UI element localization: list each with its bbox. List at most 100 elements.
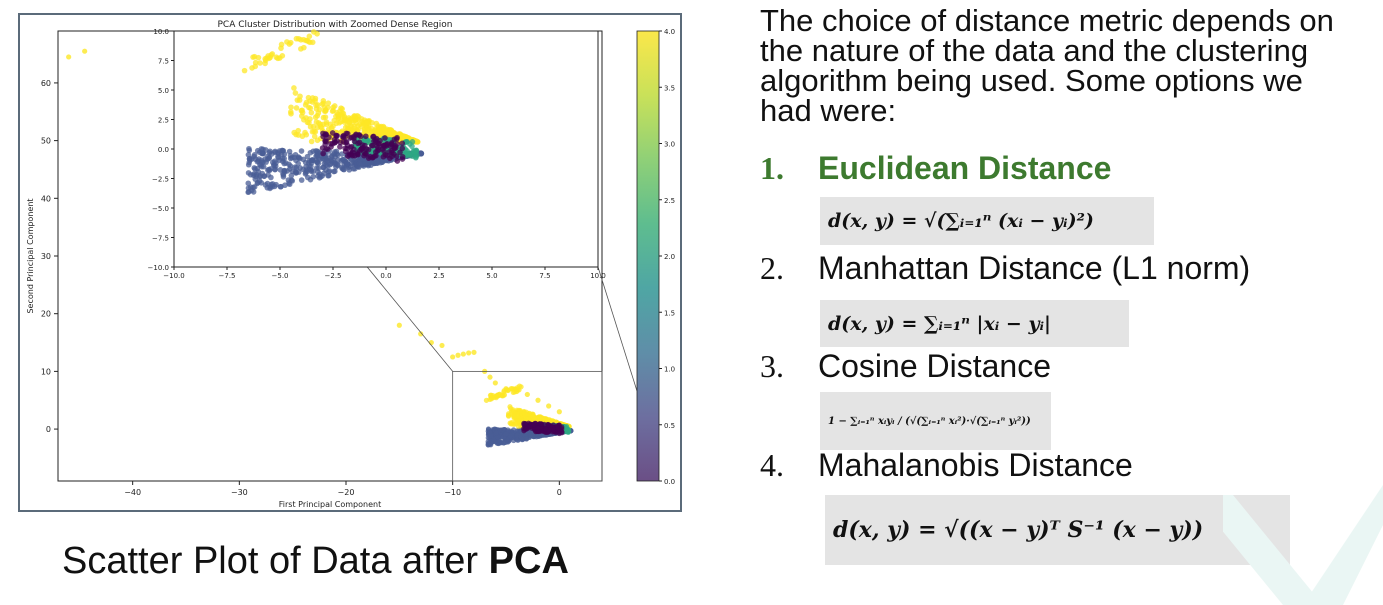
- colorbar-tick-label: 3.0: [664, 141, 675, 149]
- data-point: [503, 386, 509, 392]
- data-point: [550, 427, 556, 433]
- inset-x-tick-label: −2.5: [325, 272, 342, 280]
- inset-data-point: [375, 127, 382, 134]
- figure-caption: Scatter Plot of Data after PCA: [62, 540, 569, 583]
- inset-data-point: [262, 56, 268, 62]
- inset-data-point: [323, 107, 329, 114]
- inset-data-point: [367, 153, 374, 160]
- data-point: [546, 403, 552, 409]
- metric-number: 2.: [760, 250, 784, 286]
- inset-y-tick-label: 5.0: [158, 87, 169, 95]
- data-point: [505, 427, 511, 433]
- inset-data-point: [413, 138, 420, 145]
- inset-data-point: [315, 120, 322, 126]
- data-point: [524, 391, 530, 398]
- intro-paragraph: The choice of distance metric depends on…: [760, 3, 1334, 128]
- inset-data-point: [330, 104, 337, 111]
- inset-data-point: [323, 167, 329, 173]
- data-point: [531, 422, 537, 428]
- y-tick-label: 60: [41, 79, 51, 88]
- inset-data-point: [384, 126, 390, 133]
- data-point: [471, 349, 477, 355]
- inset-data-point: [377, 137, 383, 144]
- inset-data-point: [346, 167, 353, 173]
- inset-data-point: [307, 124, 314, 130]
- inset-data-point: [303, 167, 309, 173]
- y-tick-label: 10: [41, 367, 51, 376]
- inset-data-point: [320, 150, 326, 157]
- data-point: [485, 439, 491, 445]
- x-tick-label: −20: [338, 488, 355, 497]
- data-point: [499, 393, 505, 399]
- metric-name: Cosine Distance: [818, 348, 1051, 384]
- formula-mahalanobis: d(x, y) = √((x − y)ᵀ S⁻¹ (x − y)): [825, 495, 1290, 565]
- pca-scatter-chart: PCA Cluster Distribution with Zoomed Den…: [26, 20, 675, 509]
- inset-data-point: [292, 90, 299, 96]
- inset-data-point: [308, 168, 315, 175]
- inset-data-point: [285, 177, 292, 183]
- data-point: [522, 420, 528, 427]
- inset-data-point: [252, 176, 259, 182]
- inset-x-tick-label: 0.0: [380, 272, 391, 280]
- y-axis-label: Second Principal Component: [26, 198, 35, 313]
- inset-data-point: [330, 168, 337, 175]
- inset-data-point: [309, 128, 316, 135]
- inset-data-point: [339, 113, 345, 120]
- inset-data-point: [372, 149, 379, 155]
- inset-data-point: [265, 167, 271, 173]
- x-tick-label: −40: [124, 488, 141, 497]
- colorbar-tick-label: 2.0: [664, 253, 675, 261]
- colorbar-tick-label: 3.5: [664, 84, 675, 92]
- inset-data-point: [374, 143, 380, 149]
- data-point: [492, 380, 498, 386]
- data-point: [439, 342, 445, 349]
- inset-data-point: [308, 138, 315, 145]
- inset-data-point: [269, 51, 276, 57]
- inset-data-point: [286, 148, 293, 155]
- inset-data-point: [394, 158, 401, 164]
- data-point: [531, 415, 538, 422]
- inset-data-point: [380, 153, 387, 160]
- inset-x-tick-label: −5.0: [272, 272, 289, 280]
- inset-data-point: [329, 140, 336, 147]
- inset-data-point: [299, 107, 305, 114]
- inset-x-tick-label: 10.0: [590, 272, 606, 280]
- inset-data-point: [245, 161, 252, 168]
- inset-data-point: [409, 139, 416, 145]
- data-point: [493, 393, 499, 399]
- inset-data-point: [323, 157, 330, 163]
- colorbar-tick-label: 0.5: [664, 422, 675, 430]
- y-tick-label: 20: [41, 310, 51, 319]
- data-point: [497, 439, 503, 445]
- inset-data-point: [342, 117, 348, 124]
- x-tick-label: −30: [231, 488, 248, 497]
- inset-data-point: [337, 144, 343, 150]
- inset-data-point: [316, 106, 323, 113]
- inset-data-point: [314, 137, 321, 144]
- inset-data-point: [399, 156, 406, 162]
- inset-y-tick-label: −7.5: [152, 235, 169, 243]
- data-point: [66, 54, 72, 60]
- inset-data-point: [316, 175, 323, 181]
- inset-data-point: [336, 120, 343, 126]
- inset-y-tick-label: −2.5: [152, 176, 169, 184]
- data-point: [522, 412, 528, 418]
- data-point: [528, 432, 534, 438]
- inset-data-point: [291, 129, 297, 136]
- inset-data-point: [341, 161, 348, 167]
- data-point: [488, 433, 494, 439]
- inset-data-point: [334, 133, 341, 139]
- inset-data-point: [344, 145, 350, 152]
- inset-data-point: [300, 156, 307, 163]
- inset-data-point: [245, 180, 252, 187]
- inset-y-tick-label: 10.0: [153, 28, 169, 36]
- inset-data-point: [381, 148, 387, 155]
- inset-data-point: [387, 155, 393, 162]
- decorative-watermark: [1223, 485, 1383, 605]
- inset-data-point: [388, 140, 395, 146]
- metric-item-mahalanobis: 4. Mahalanobis Distance: [760, 447, 1133, 484]
- inset-data-point: [301, 116, 307, 123]
- inset-data-point: [283, 160, 289, 166]
- inset-data-point: [304, 37, 310, 44]
- data-point: [507, 433, 514, 439]
